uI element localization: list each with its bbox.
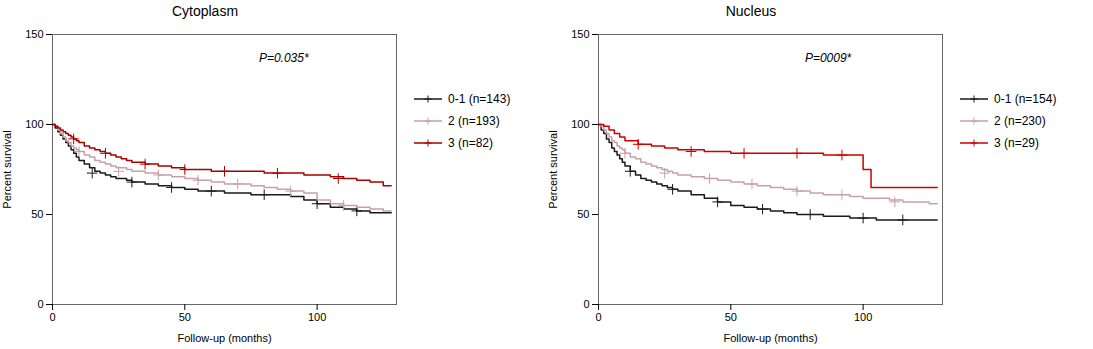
svg-text:50: 50 bbox=[577, 208, 589, 220]
svg-text:P=0.035*: P=0.035* bbox=[259, 51, 309, 65]
html-text:Cytoplasm: Cytoplasm bbox=[171, 3, 239, 19]
svg-text:Follow-up (months): Follow-up (months) bbox=[177, 332, 271, 344]
svg-text:0: 0 bbox=[49, 311, 55, 323]
svg-text:Percent survival: Percent survival bbox=[547, 130, 559, 208]
svg-text:50: 50 bbox=[31, 208, 43, 220]
svg-text:Follow-up (months): Follow-up (months) bbox=[723, 332, 817, 344]
html-text:2 (n=230): 2 (n=230) bbox=[994, 114, 1046, 128]
svg-text:150: 150 bbox=[25, 28, 43, 40]
html-text:0-1 (n=143): 0-1 (n=143) bbox=[448, 92, 511, 106]
html-text:3 (n=82): 3 (n=82) bbox=[448, 136, 493, 150]
svg-text:100: 100 bbox=[25, 118, 43, 130]
svg-text:0: 0 bbox=[595, 311, 601, 323]
html-text:0-1 (n=154): 0-1 (n=154) bbox=[994, 92, 1057, 106]
html-text:3 (n=29): 3 (n=29) bbox=[994, 136, 1039, 150]
html-text:2 (n=193): 2 (n=193) bbox=[448, 114, 500, 128]
html-text:Nucleus: Nucleus bbox=[725, 3, 777, 19]
svg-text:50: 50 bbox=[725, 311, 737, 323]
svg-text:P=0009*: P=0009* bbox=[805, 51, 852, 65]
svg-text:100: 100 bbox=[571, 118, 589, 130]
svg-text:100: 100 bbox=[854, 311, 872, 323]
svg-text:0: 0 bbox=[37, 298, 43, 310]
svg-text:150: 150 bbox=[571, 28, 589, 40]
svg-text:Percent survival: Percent survival bbox=[1, 130, 13, 208]
svg-text:50: 50 bbox=[179, 311, 191, 323]
svg-text:100: 100 bbox=[308, 311, 326, 323]
svg-text:0: 0 bbox=[583, 298, 589, 310]
